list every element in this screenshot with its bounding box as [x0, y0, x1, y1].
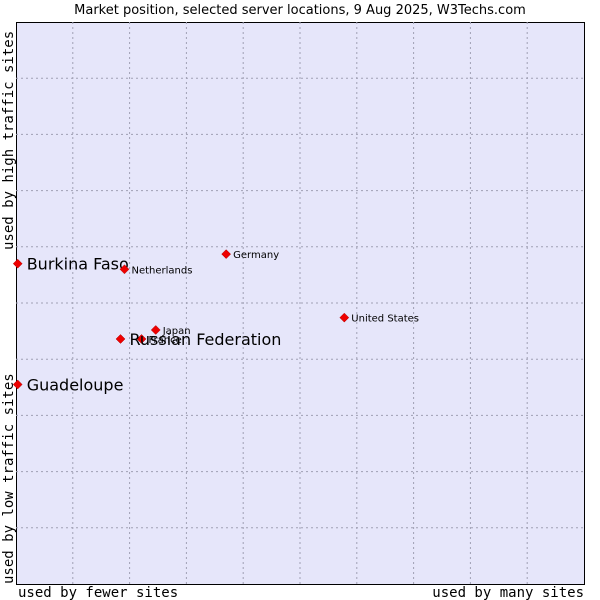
point-label-germany: Germany [233, 250, 279, 261]
grid-lines [16, 22, 584, 584]
point-marker-netherlands [119, 264, 130, 275]
point-label-japan: Japan [162, 326, 191, 337]
chart-title: Market position, selected server locatio… [74, 3, 526, 18]
data-points: Burkina Faso Netherlands Germany United Sta… [12, 249, 419, 394]
x-axis-label-right: used by many sites [432, 585, 584, 600]
point-label-burkina-faso: Burkina Faso [27, 255, 129, 274]
point-label-guadeloupe: Guadeloupe [27, 375, 124, 394]
point-marker-germany [221, 249, 232, 259]
point-marker-united-states [339, 312, 350, 323]
x-axis-label-left: used by fewer sites [18, 585, 178, 600]
point-marker-japan [150, 325, 161, 335]
y-axis-label-bottom: used by low traffic sites [1, 373, 17, 584]
point-marker-guadeloupe [12, 379, 23, 390]
point-label-france: France [149, 335, 182, 346]
point-label-netherlands: Netherlands [131, 265, 192, 276]
y-axis-label-top: used by high traffic sites [1, 31, 17, 250]
point-label-united-states: United States [351, 314, 419, 325]
point-label-russian-federation: Russian Federation [130, 330, 282, 349]
point-marker-france [136, 334, 147, 344]
point-marker-russian-federation [115, 334, 126, 344]
point-marker-burkina-faso [12, 258, 23, 269]
